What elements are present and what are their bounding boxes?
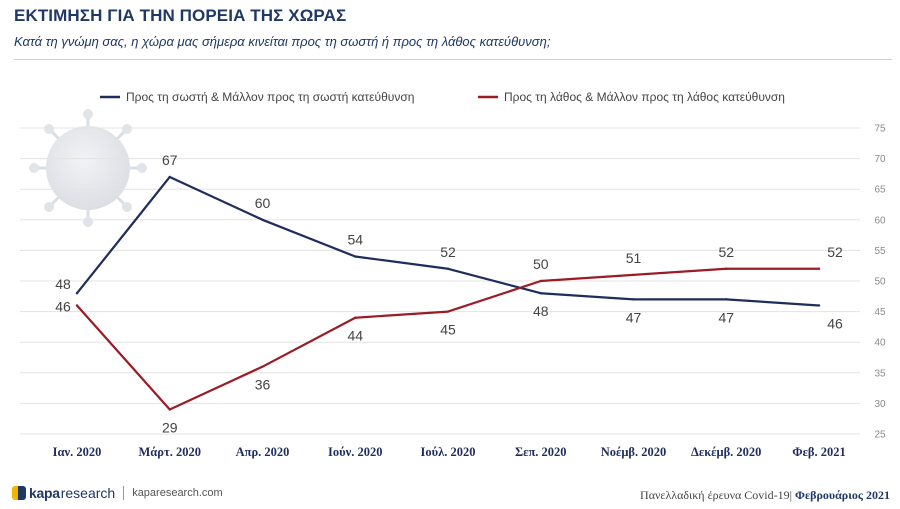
data-label: 67: [162, 152, 178, 168]
data-label: 52: [718, 244, 734, 260]
survey-date: Φεβρουάριος 2021: [795, 488, 890, 502]
x-axis: Ιαν. 2020 Μάρτ. 2020 Απρ. 2020 Ιούν. 2020 Ιο…: [53, 445, 846, 459]
data-point: [446, 310, 450, 313]
data-label: 47: [718, 309, 734, 325]
data-point: [632, 273, 635, 277]
data-label: 46: [55, 298, 71, 314]
y-tick-label: 45: [874, 307, 886, 318]
data-point: [354, 255, 357, 258]
data-point: [75, 292, 79, 295]
data-point: [261, 218, 264, 221]
data-label: 52: [440, 244, 456, 260]
data-point: [817, 304, 821, 307]
data-label: 60: [255, 195, 271, 211]
x-tick-label: Ιαν. 2020: [53, 445, 102, 459]
x-tick-label: Σεπ. 2020: [515, 445, 567, 459]
data-label: 45: [440, 322, 456, 338]
data-point: [446, 267, 450, 270]
data-point: [725, 298, 728, 301]
y-tick-label: 35: [874, 368, 886, 379]
data-point: [539, 279, 542, 283]
page-title: ΕΚΤΙΜΗΣΗ ΓΙΑ ΤΗΝ ΠΟΡΕΙΑ ΤΗΣ ΧΩΡΑΣ: [14, 6, 347, 25]
data-point: [354, 316, 357, 319]
data-labels: 48 67 60 54 52 48 47 47 46 46 29 36 44 45 50 51 52 52: [55, 152, 843, 436]
data-point: [261, 365, 264, 368]
footer-url: kaparesearch.com: [132, 487, 223, 499]
y-tick-label: 70: [874, 154, 886, 165]
y-tick-label: 30: [874, 399, 886, 410]
brand-kapa: kapa: [29, 485, 60, 501]
data-label: 48: [533, 303, 549, 319]
data-label: 48: [55, 276, 71, 292]
data-label: 51: [626, 250, 642, 266]
y-tick-label: 50: [874, 277, 886, 288]
y-tick-label: 25: [874, 430, 886, 441]
x-tick-label: Απρ. 2020: [236, 445, 290, 459]
x-tick-label: Μάρτ. 2020: [139, 445, 201, 459]
legend-label: Προς τη λάθος & Μάλλον προς τη λάθος κατ…: [504, 90, 785, 104]
series-layer: [75, 175, 821, 411]
x-tick-label: Ιούλ. 2020: [421, 445, 476, 459]
data-point: [725, 267, 728, 270]
header-divider: [14, 59, 892, 60]
legend: Προς τη σωστή & Μάλλον προς τη σωστή κατ…: [100, 90, 785, 104]
x-tick-label: Νοέμβ. 2020: [601, 445, 667, 459]
data-label: 52: [827, 244, 843, 260]
y-tick-label: 55: [874, 246, 886, 257]
legend-label: Προς τη σωστή & Μάλλον προς τη σωστή κατ…: [126, 90, 414, 104]
y-tick-label: 65: [874, 185, 886, 196]
x-tick-label: Ιούν. 2020: [328, 445, 382, 459]
data-label: 47: [626, 309, 642, 325]
data-label: 46: [827, 315, 843, 331]
data-point: [75, 304, 79, 307]
data-point: [539, 292, 542, 295]
series-line-2: [76, 267, 819, 411]
data-point: [168, 175, 171, 179]
x-tick-label: Δεκέμβ. 2020: [691, 445, 761, 459]
brand-research: research: [60, 485, 116, 501]
y-tick-label: 40: [874, 338, 886, 349]
y-tick-label: 60: [874, 215, 886, 226]
series-line-1: [76, 175, 820, 307]
data-label: 54: [347, 232, 363, 248]
legend-item: Προς τη σωστή & Μάλλον προς τη σωστή κατ…: [100, 90, 414, 104]
data-label: 44: [347, 328, 363, 344]
data-point: [817, 267, 821, 270]
footer-survey: Πανελλαδική έρευνα Covid-19| Φεβρουάριος…: [640, 488, 890, 503]
x-tick-label: Φεβ. 2021: [792, 445, 846, 459]
data-label: 50: [533, 256, 549, 272]
footer-separator: [123, 486, 125, 500]
data-point: [632, 298, 635, 301]
grid-layer: [20, 127, 860, 435]
page-subtitle: Κατά τη γνώμη σας, η χώρα μας σήμερα κιν…: [14, 34, 551, 49]
data-point: [168, 408, 171, 411]
y-tick-label: 75: [874, 124, 886, 135]
footer-logo: kapa research kaparesearch.com: [12, 485, 223, 501]
data-label: 29: [162, 420, 178, 436]
survey-label: Πανελλαδική έρευνα Covid-19|: [640, 488, 793, 502]
data-label: 36: [255, 377, 271, 393]
y-axis: 25 30 35 40 45 50 55 60 65 70 75: [874, 124, 886, 441]
kapa-logo-icon: [12, 486, 26, 500]
legend-item: Προς τη λάθος & Μάλλον προς τη λάθος κατ…: [478, 90, 785, 104]
